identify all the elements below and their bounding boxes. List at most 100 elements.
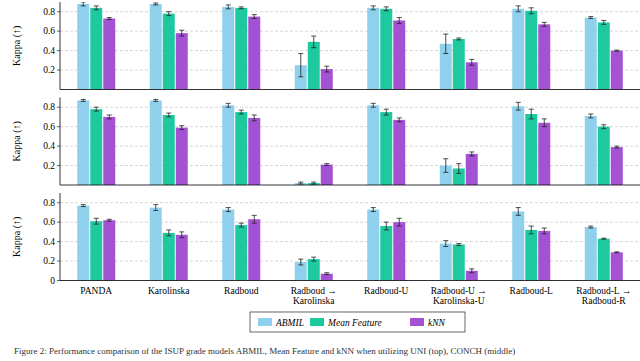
bar <box>176 128 188 185</box>
category-label: PANDA <box>80 286 112 296</box>
tick-label: 0.8 <box>43 7 55 17</box>
bar <box>103 220 115 280</box>
error-bar <box>311 36 316 48</box>
bar <box>103 117 115 185</box>
error-bar <box>94 6 99 10</box>
error-bar <box>516 208 521 216</box>
bar <box>611 51 623 90</box>
error-bar <box>153 99 158 101</box>
bar <box>163 14 175 90</box>
error-bar <box>397 218 402 226</box>
grid-line <box>60 165 640 166</box>
bar <box>512 9 524 90</box>
grid-line <box>60 241 640 242</box>
bar <box>380 112 392 185</box>
tick-label: 0.4 <box>43 237 55 247</box>
bar <box>295 262 307 280</box>
legend-swatch <box>258 318 272 326</box>
category-label: Radboud-U <box>364 286 408 296</box>
category-label: Radboud →Karolinska <box>291 286 337 307</box>
tick-label: 0 <box>50 276 55 286</box>
panel: 00.20.40.60.8Kappa (↑)PANDAKarolinskaRad… <box>11 193 640 306</box>
bar <box>150 100 162 185</box>
bar <box>380 226 392 280</box>
error-bar <box>601 238 606 240</box>
error-bar <box>166 230 171 236</box>
bar <box>77 4 89 90</box>
bar <box>248 219 260 280</box>
bar <box>367 8 379 90</box>
error-bar <box>324 273 329 275</box>
bar <box>176 33 188 89</box>
error-bar <box>384 109 389 115</box>
bar <box>453 39 465 90</box>
error-bar <box>469 59 474 65</box>
error-bar <box>179 30 184 36</box>
tick-mark <box>57 280 60 281</box>
error-bar <box>239 7 244 9</box>
y-axis <box>60 2 61 90</box>
error-bar <box>384 7 389 11</box>
grid-line <box>60 222 640 223</box>
bar <box>466 62 478 89</box>
x-axis <box>60 185 640 186</box>
caption: Figure 2: Performance comparison of the … <box>14 346 515 356</box>
tick-mark <box>57 11 60 12</box>
bar <box>222 210 234 281</box>
bar <box>525 11 537 90</box>
error-bar <box>588 114 593 118</box>
error-bar <box>81 99 86 101</box>
bar <box>308 42 320 90</box>
bar <box>103 19 115 90</box>
tick-label: 0.2 <box>43 256 55 266</box>
error-bar <box>226 103 231 107</box>
error-bar <box>614 50 619 52</box>
grid-line <box>60 202 640 203</box>
error-bar <box>443 159 448 173</box>
error-bar <box>601 125 606 129</box>
error-bar <box>107 115 112 119</box>
bar <box>538 231 550 281</box>
bar <box>163 115 175 185</box>
bar <box>525 114 537 185</box>
tick-label: 0.4 <box>43 141 55 151</box>
tick-mark <box>57 222 60 223</box>
error-bar <box>298 259 303 265</box>
error-bar <box>298 54 303 77</box>
error-bar <box>226 5 231 9</box>
grid-line <box>60 11 640 12</box>
axis-label: Kappa (↑) <box>11 121 23 161</box>
error-bar <box>516 102 521 110</box>
error-bar <box>371 103 376 107</box>
tick-mark <box>57 70 60 71</box>
bar <box>367 210 379 281</box>
error-bar <box>469 269 474 273</box>
error-bar <box>542 228 547 234</box>
axis-label: Kappa (↑) <box>11 26 23 66</box>
bar <box>176 235 188 281</box>
error-bar <box>153 3 158 5</box>
bar <box>598 239 610 281</box>
bar <box>380 9 392 90</box>
error-bar <box>94 107 99 111</box>
bars <box>77 2 623 90</box>
legend-box <box>250 312 465 332</box>
bar <box>512 211 524 280</box>
category-label: Karolinska <box>148 286 190 296</box>
error-bar <box>384 222 389 230</box>
error-bar <box>588 226 593 228</box>
grid-line <box>60 261 640 262</box>
error-bar <box>311 257 316 261</box>
tick-mark <box>57 107 60 108</box>
bar <box>321 69 333 89</box>
legend-swatch <box>310 318 324 326</box>
error-bar <box>588 17 593 19</box>
error-bar <box>81 205 86 207</box>
bar <box>248 118 260 185</box>
error-bar <box>311 182 316 184</box>
error-bar <box>542 22 547 26</box>
error-bar <box>397 18 402 24</box>
bar <box>393 20 405 89</box>
bar <box>611 147 623 185</box>
category-label: Radboud-L <box>510 286 553 296</box>
